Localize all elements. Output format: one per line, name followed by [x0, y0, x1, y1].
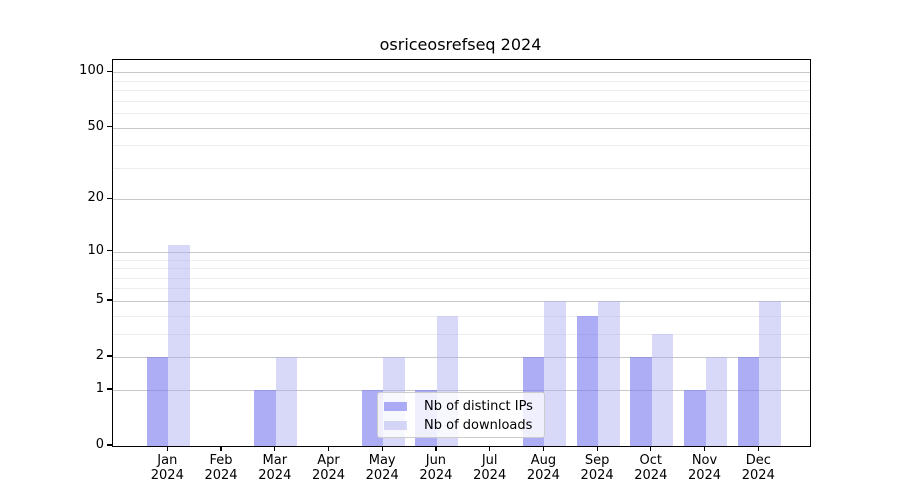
gridline-minor — [113, 145, 810, 147]
legend-item-downloads: Nb of downloads — [384, 416, 544, 435]
gridline-minor — [113, 259, 810, 261]
bar-distinct-ips-mar — [254, 389, 276, 446]
y-tick-label: 20 — [87, 190, 104, 206]
x-tick-year: 2024 — [580, 468, 614, 483]
bar-distinct-ips-sep — [576, 315, 599, 446]
y-tick — [107, 197, 112, 200]
bar-downloads-aug — [544, 300, 566, 446]
x-tick-label-may: May 2024 — [352, 453, 412, 483]
gridline-minor — [113, 80, 810, 82]
gridline-minor — [113, 288, 810, 290]
y-tick-label: 0 — [95, 437, 104, 452]
legend-swatch-distinct-ips — [384, 402, 407, 411]
x-tick-year: 2024 — [634, 468, 668, 483]
y-tick — [107, 70, 112, 72]
y-tick-label: 5 — [95, 291, 104, 307]
legend-label-distinct-ips: Nb of distinct IPs — [424, 399, 533, 414]
y-tick-label: 10 — [87, 242, 104, 258]
x-tick-label-nov: Nov 2024 — [675, 453, 735, 483]
x-tick-label-jun: Jun 2024 — [406, 453, 466, 483]
gridline-minor — [113, 90, 810, 92]
gridline-major — [113, 300, 810, 302]
x-tick-year: 2024 — [311, 468, 346, 483]
plot-area — [112, 59, 811, 447]
y-tick-label: 50 — [87, 118, 104, 134]
x-tick — [327, 446, 330, 451]
bar-distinct-ips-jan — [146, 357, 169, 446]
x-tick-year: 2024 — [365, 468, 399, 483]
x-tick — [542, 446, 545, 451]
x-tick — [220, 446, 222, 451]
y-tick — [107, 388, 112, 390]
x-tick-year: 2024 — [741, 468, 775, 483]
x-tick — [435, 446, 437, 451]
bar-downloads-mar — [275, 357, 298, 446]
gridline-major — [113, 251, 810, 253]
x-tick — [596, 446, 598, 451]
bar-downloads-oct — [651, 333, 674, 446]
x-tick-label-jul: Jul 2024 — [460, 453, 520, 483]
x-tick-year: 2024 — [687, 468, 722, 483]
x-tick-label-mar: Mar 2024 — [245, 453, 305, 483]
gridline-major — [113, 389, 810, 391]
chart-title: osriceosrefseq 2024 — [379, 35, 542, 54]
x-tick-year: 2024 — [258, 468, 292, 483]
gridline-minor — [113, 113, 810, 114]
x-tick-label-jan: Jan 2024 — [137, 453, 197, 483]
y-tick — [107, 444, 112, 446]
legend-item-distinct-ips: Nb of distinct IPs — [384, 397, 544, 416]
gridline-major — [113, 199, 810, 201]
y-tick — [107, 299, 112, 301]
y-tick-label: 100 — [79, 63, 104, 79]
x-tick — [757, 446, 759, 451]
gridline-minor — [113, 167, 810, 169]
x-tick-year: 2024 — [473, 468, 507, 483]
legend: Nb of distinct IPs Nb of downloads — [377, 392, 545, 438]
bar-downloads-nov — [705, 357, 727, 446]
bar-distinct-ips-nov — [684, 389, 706, 446]
bar-distinct-ips-dec — [737, 357, 760, 446]
gridline-minor — [113, 277, 810, 279]
gridline-minor — [113, 315, 810, 317]
legend-swatch-downloads — [384, 421, 407, 430]
x-tick-label-apr: Apr 2024 — [299, 453, 359, 483]
bar-downloads-dec — [759, 300, 781, 446]
x-tick — [650, 446, 652, 451]
y-tick — [107, 355, 112, 357]
x-tick — [489, 446, 491, 451]
x-tick-year: 2024 — [526, 468, 560, 483]
bar-downloads-sep — [598, 300, 620, 446]
x-tick-label-oct: Oct 2024 — [621, 453, 681, 483]
gridline-major — [113, 357, 810, 358]
gridline-minor — [113, 333, 810, 335]
x-tick-label-sep: Sep 2024 — [567, 453, 627, 483]
x-tick — [166, 446, 168, 451]
gridline-major — [113, 72, 810, 74]
x-tick — [274, 446, 276, 451]
x-tick — [381, 446, 383, 451]
x-tick-label-dec: Dec 2024 — [728, 453, 788, 483]
gridline-minor — [113, 268, 810, 269]
y-tick — [107, 125, 112, 128]
y-tick — [107, 250, 112, 252]
x-tick-year: 2024 — [150, 468, 184, 483]
x-tick-label-feb: Feb 2024 — [191, 453, 251, 483]
y-tick-label: 2 — [95, 348, 104, 363]
x-tick-year: 2024 — [419, 468, 453, 483]
gridline-major — [113, 127, 810, 129]
bar-downloads-jan — [168, 244, 190, 446]
x-tick — [703, 446, 706, 451]
y-tick-label: 1 — [95, 380, 104, 396]
gridline-minor — [113, 100, 810, 102]
x-tick-label-aug: Aug 2024 — [513, 453, 573, 483]
legend-label-downloads: Nb of downloads — [424, 418, 533, 433]
bar-distinct-ips-oct — [630, 357, 652, 446]
x-tick-year: 2024 — [204, 468, 238, 483]
